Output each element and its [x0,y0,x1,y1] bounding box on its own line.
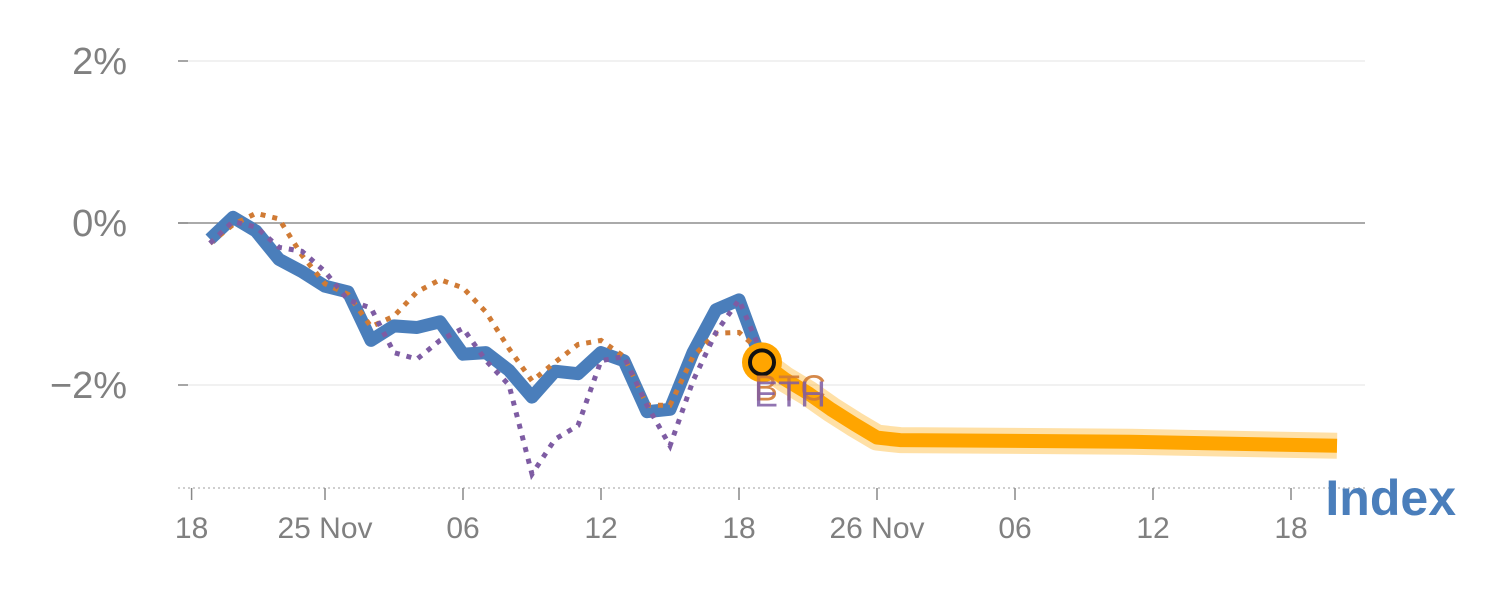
current-point-marker-core [748,348,776,377]
x-tick-label: 06 [446,512,479,545]
y-axis: 2% 0% −2% [50,41,127,407]
label-layer: BTC ETH Index [754,367,1456,526]
x-tick-label: 12 [584,512,617,545]
grid-layer [178,60,1365,386]
forecast-band-line [757,356,1338,453]
x-tick-label: 18 [1274,512,1307,545]
x-tick-label: 06 [998,512,1031,545]
x-axis: 18 25 Nov 06 12 18 26 Nov 06 12 18 [175,487,1365,545]
series-label-btc: BTC [754,367,826,408]
x-tick-label: 25 Nov [277,512,372,545]
legend-label-index: Index [1325,470,1456,526]
y-tick-label-2: 2% [72,41,127,83]
series-line-index [205,210,769,419]
x-tick-label: 18 [722,512,755,545]
series-layer [205,210,1338,481]
y-tick-label-0: 0% [72,203,127,245]
series-label-eth: ETH [754,373,826,414]
forecast-band-outer [754,351,1338,459]
x-tick-label: 18 [175,512,208,545]
series-line-btc-dotted [208,210,764,408]
x-tick-label: 26 Nov [829,512,924,545]
x-tick-label: 12 [1136,512,1169,545]
series-line-eth-dotted [208,218,765,481]
y-tick-label-minus-2: −2% [50,365,127,407]
